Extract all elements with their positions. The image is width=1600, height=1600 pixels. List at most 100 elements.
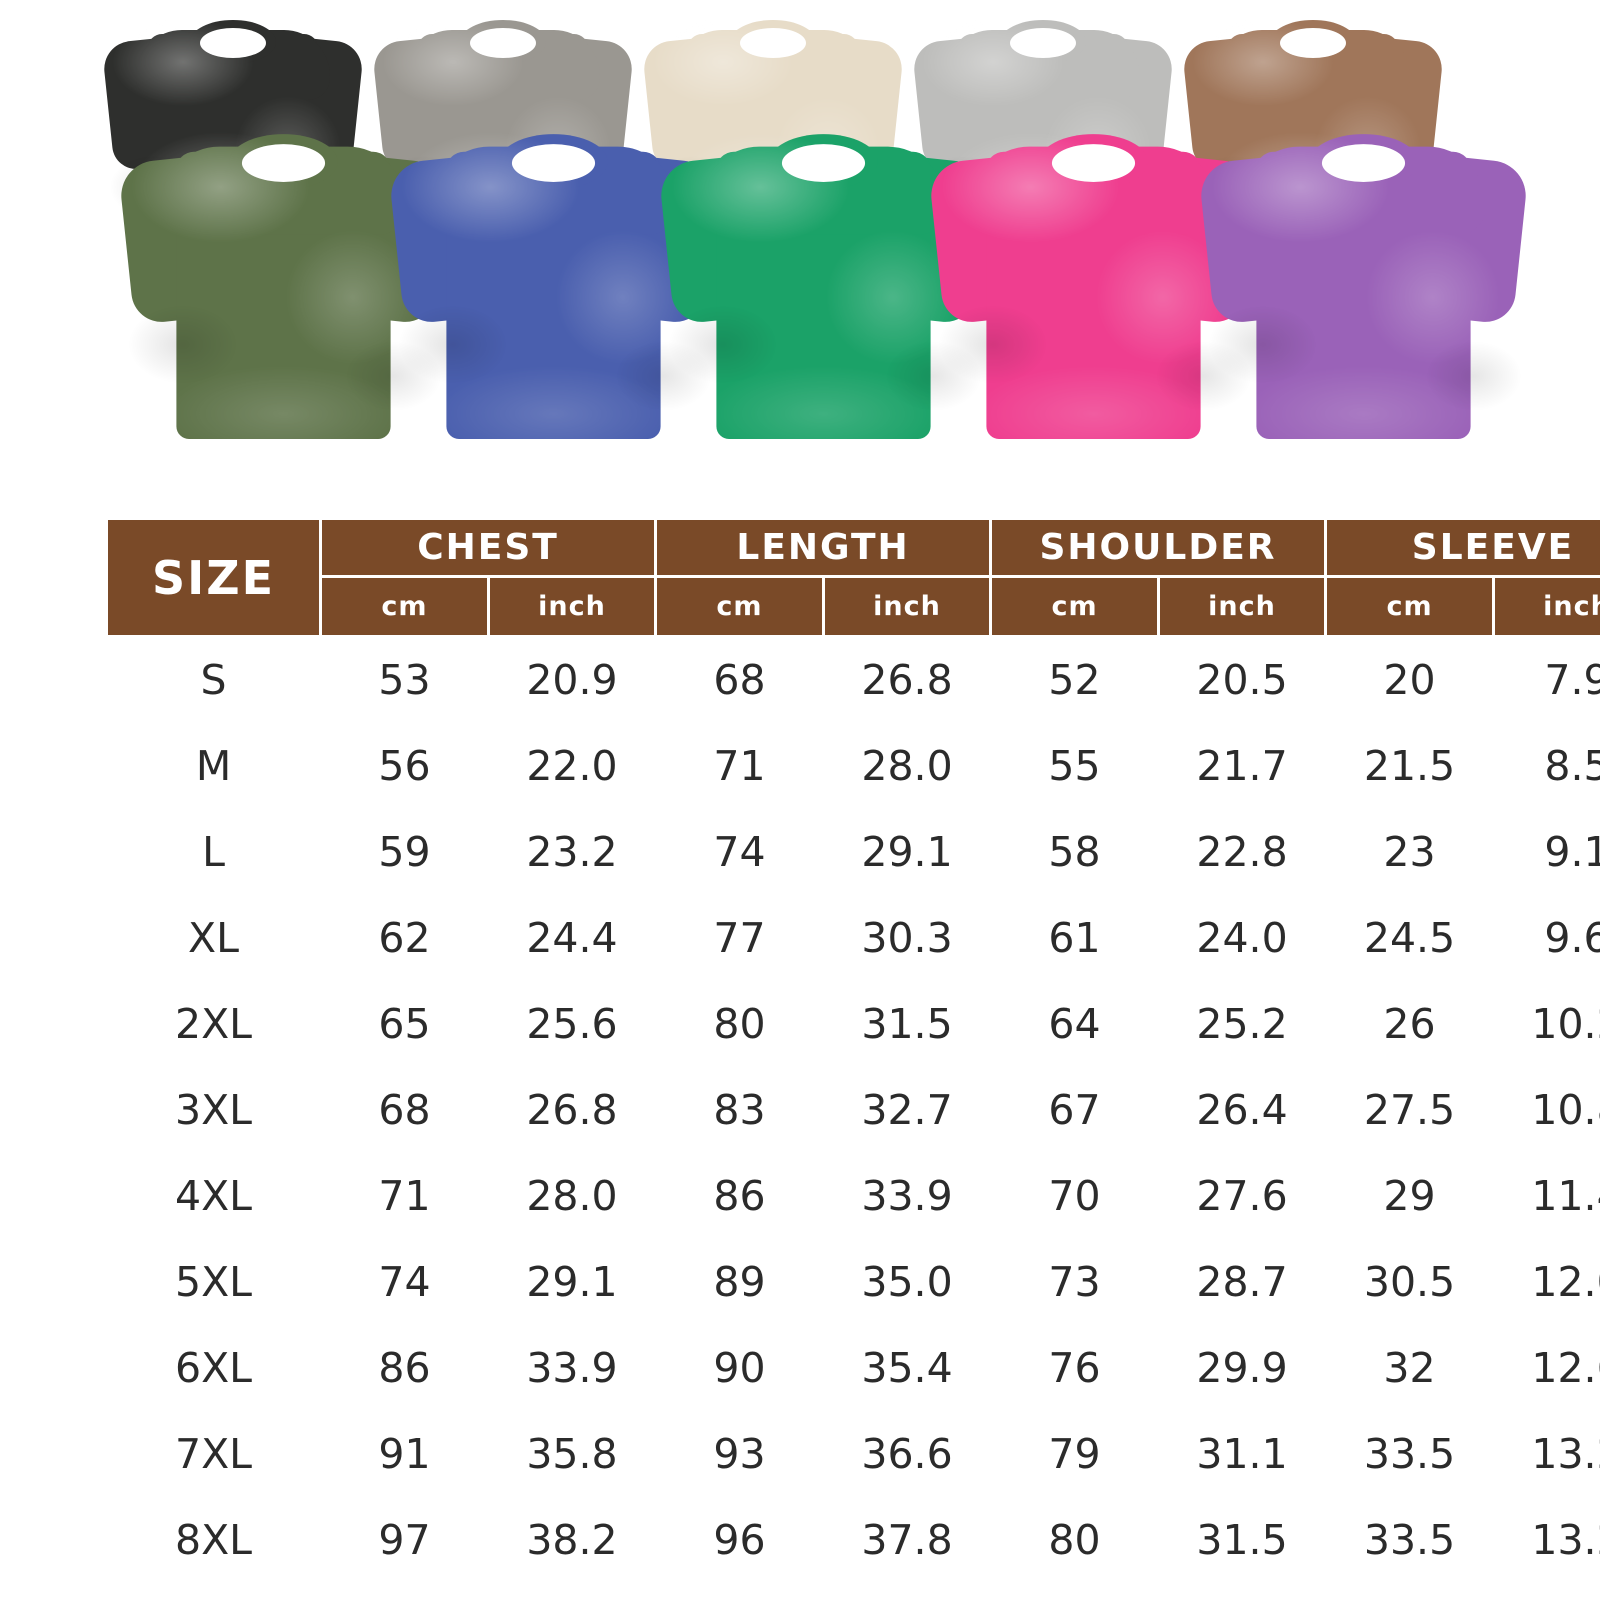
cell-chest_in: 25.6 [487, 979, 657, 1068]
cell-length_in: 29.1 [821, 807, 993, 896]
neck-opening [1010, 28, 1076, 58]
cell-sleeve_in: 10.2 [1492, 979, 1600, 1068]
cell-sleeve_cm: 20 [1324, 635, 1496, 724]
cell-sleeve_cm: 32 [1324, 1323, 1496, 1412]
cell-length_in: 33.9 [821, 1151, 993, 1240]
size-label: 7XL [105, 1409, 322, 1498]
cell-length_cm: 83 [654, 1065, 825, 1154]
header-chest-inch: inch [487, 575, 657, 638]
cell-shoulder_cm: 70 [989, 1151, 1161, 1240]
cell-shoulder_cm: 76 [989, 1323, 1161, 1412]
neck-opening [470, 28, 536, 58]
cell-chest_in: 38.2 [487, 1495, 657, 1584]
cell-chest_in: 29.1 [487, 1237, 657, 1326]
neck-opening [200, 28, 266, 58]
cell-shoulder_in: 31.1 [1157, 1409, 1328, 1498]
cell-chest_in: 20.9 [487, 635, 657, 724]
size-chart-body: S 53 20.9 68 26.8 52 20.5 20 7.9 M 56 22.0 71 28.0 55 2… [105, 635, 1600, 1584]
header-length-cm: cm [654, 575, 825, 638]
cell-length_cm: 96 [654, 1495, 825, 1584]
header-shoulder-cm: cm [989, 575, 1161, 638]
cell-shoulder_in: 25.2 [1157, 979, 1328, 1068]
cell-chest_cm: 65 [319, 979, 490, 1068]
cell-sleeve_cm: 24.5 [1324, 893, 1496, 982]
cell-chest_in: 35.8 [487, 1409, 657, 1498]
size-label: 3XL [105, 1065, 322, 1154]
t-shirt-color-gallery [0, 0, 1600, 505]
cell-shoulder_in: 21.7 [1157, 721, 1328, 810]
cell-chest_in: 26.8 [487, 1065, 657, 1154]
neck-opening [740, 28, 806, 58]
cell-shoulder_in: 29.9 [1157, 1323, 1328, 1412]
header-shoulder-inch: inch [1157, 575, 1328, 638]
cell-length_in: 35.4 [821, 1323, 993, 1412]
blue-washed-tshirt [387, 124, 720, 439]
cell-shoulder_cm: 64 [989, 979, 1161, 1068]
cell-length_in: 26.8 [821, 635, 993, 724]
cell-length_cm: 77 [654, 893, 825, 982]
size-chart-container: SIZE CHEST LENGTH SHOULDER SLEEVE cm inc… [105, 517, 1600, 1584]
cell-length_cm: 90 [654, 1323, 825, 1412]
cell-sleeve_cm: 33.5 [1324, 1495, 1496, 1584]
cell-chest_cm: 59 [319, 807, 490, 896]
size-label: 6XL [105, 1323, 322, 1412]
cell-length_in: 35.0 [821, 1237, 993, 1326]
cell-length_in: 31.5 [821, 979, 993, 1068]
cell-length_cm: 93 [654, 1409, 825, 1498]
cell-sleeve_in: 13.2 [1492, 1495, 1600, 1584]
cell-sleeve_in: 11.4 [1492, 1151, 1600, 1240]
cell-chest_cm: 86 [319, 1323, 490, 1412]
neck-opening [781, 144, 866, 182]
header-sleeve-cm: cm [1324, 575, 1496, 638]
header-size: SIZE [105, 517, 322, 638]
cell-chest_cm: 71 [319, 1151, 490, 1240]
cell-chest_in: 24.4 [487, 893, 657, 982]
neck-opening [511, 144, 596, 182]
cell-sleeve_in: 12.0 [1492, 1237, 1600, 1326]
table-row: S 53 20.9 68 26.8 52 20.5 20 7.9 [105, 635, 1600, 724]
cell-shoulder_cm: 52 [989, 635, 1161, 724]
cell-chest_cm: 56 [319, 721, 490, 810]
table-row: L 59 23.2 74 29.1 58 22.8 23 9.1 [105, 807, 1600, 896]
size-label: L [105, 807, 322, 896]
cell-sleeve_cm: 27.5 [1324, 1065, 1496, 1154]
cell-shoulder_cm: 80 [989, 1495, 1161, 1584]
cell-shoulder_in: 20.5 [1157, 635, 1328, 724]
cell-length_cm: 80 [654, 979, 825, 1068]
neck-opening [1280, 28, 1346, 58]
cell-sleeve_cm: 26 [1324, 979, 1496, 1068]
size-label: 5XL [105, 1237, 322, 1326]
table-row: M 56 22.0 71 28.0 55 21.7 21.5 8.5 [105, 721, 1600, 810]
neck-opening [1321, 144, 1406, 182]
cell-sleeve_in: 9.1 [1492, 807, 1600, 896]
size-label: 4XL [105, 1151, 322, 1240]
neck-opening [1051, 144, 1136, 182]
cell-sleeve_cm: 23 [1324, 807, 1496, 896]
cell-sleeve_in: 12.6 [1492, 1323, 1600, 1412]
cell-chest_cm: 91 [319, 1409, 490, 1498]
cell-length_in: 30.3 [821, 893, 993, 982]
cell-shoulder_cm: 58 [989, 807, 1161, 896]
size-label: 8XL [105, 1495, 322, 1584]
cell-shoulder_cm: 55 [989, 721, 1161, 810]
cell-chest_cm: 53 [319, 635, 490, 724]
purple-washed-tshirt [1197, 124, 1530, 439]
cell-sleeve_cm: 33.5 [1324, 1409, 1496, 1498]
size-label: S [105, 635, 322, 724]
header-sleeve-inch: inch [1492, 575, 1600, 638]
cell-length_cm: 68 [654, 635, 825, 724]
cell-chest_cm: 97 [319, 1495, 490, 1584]
cell-shoulder_in: 22.8 [1157, 807, 1328, 896]
cell-length_in: 36.6 [821, 1409, 993, 1498]
table-row: XL 62 24.4 77 30.3 61 24.0 24.5 9.6 [105, 893, 1600, 982]
cell-sleeve_in: 7.9 [1492, 635, 1600, 724]
size-label: 2XL [105, 979, 322, 1068]
cell-length_cm: 74 [654, 807, 825, 896]
cell-shoulder_cm: 67 [989, 1065, 1161, 1154]
cell-chest_in: 23.2 [487, 807, 657, 896]
